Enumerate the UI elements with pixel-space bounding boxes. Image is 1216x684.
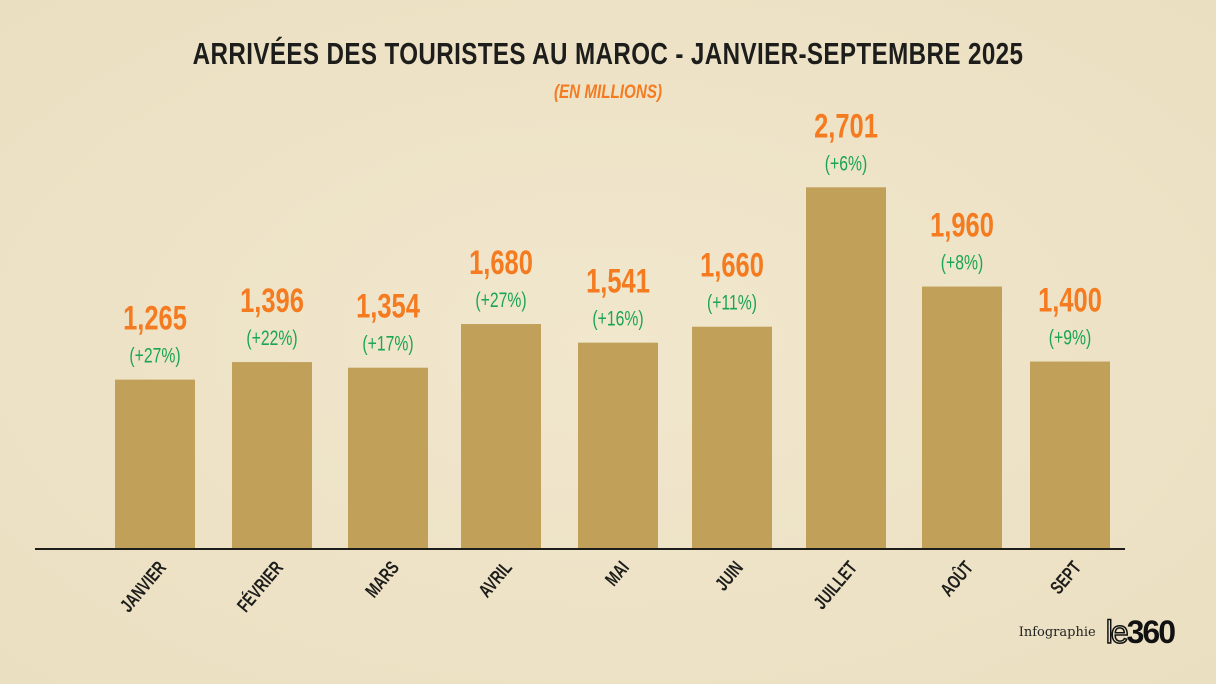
growth-label: (+6%) (825, 151, 867, 175)
x-tick-label: JUIN (711, 557, 748, 595)
bar (922, 286, 1002, 549)
growth-label: (+16%) (592, 306, 643, 330)
x-tick-label: MARS (361, 557, 404, 602)
bar (692, 326, 772, 549)
x-tick-label: AOÛT (936, 557, 978, 601)
growth-label: (+8%) (941, 250, 983, 274)
bar (232, 362, 312, 549)
x-tick-label: JANVIER (116, 557, 171, 616)
value-label: 1,265 (123, 300, 187, 337)
growth-label: (+27%) (475, 288, 526, 312)
bar (1030, 361, 1110, 549)
x-tick-label: AVRIL (474, 557, 516, 602)
bar (578, 342, 658, 549)
growth-label: (+22%) (246, 326, 297, 350)
le360-logo: le360 (1105, 613, 1176, 651)
credit-text: Infographie (1018, 625, 1096, 640)
value-label: 1,396 (240, 283, 304, 320)
growth-label: (+11%) (707, 290, 757, 314)
value-label: 1,400 (1038, 282, 1102, 319)
x-tick-label: JUILLET (809, 557, 861, 613)
value-label: 1,354 (356, 288, 420, 325)
footer: Infographie le360 (1018, 613, 1176, 651)
value-label: 1,660 (700, 247, 764, 284)
bar (461, 324, 541, 549)
growth-label: (+27%) (129, 343, 180, 367)
bar (115, 379, 195, 549)
bar (806, 187, 886, 549)
chart-title: ARRIVÉES DES TOURISTES AU MAROC - JANVIE… (192, 36, 1024, 71)
chart-subtitle: (EN MILLIONS) (553, 82, 663, 103)
growth-label: (+17%) (362, 331, 413, 355)
x-tick-label: MAI (601, 557, 634, 590)
x-tick-label: FÉVRIER (233, 557, 288, 616)
value-label: 1,541 (586, 263, 650, 300)
growth-label: (+9%) (1049, 325, 1091, 349)
x-tick-label: SEPT (1046, 557, 1086, 598)
value-label: 1,680 (469, 245, 533, 282)
value-label: 1,960 (930, 207, 994, 244)
bar (348, 367, 428, 549)
value-label: 2,701 (814, 108, 878, 145)
